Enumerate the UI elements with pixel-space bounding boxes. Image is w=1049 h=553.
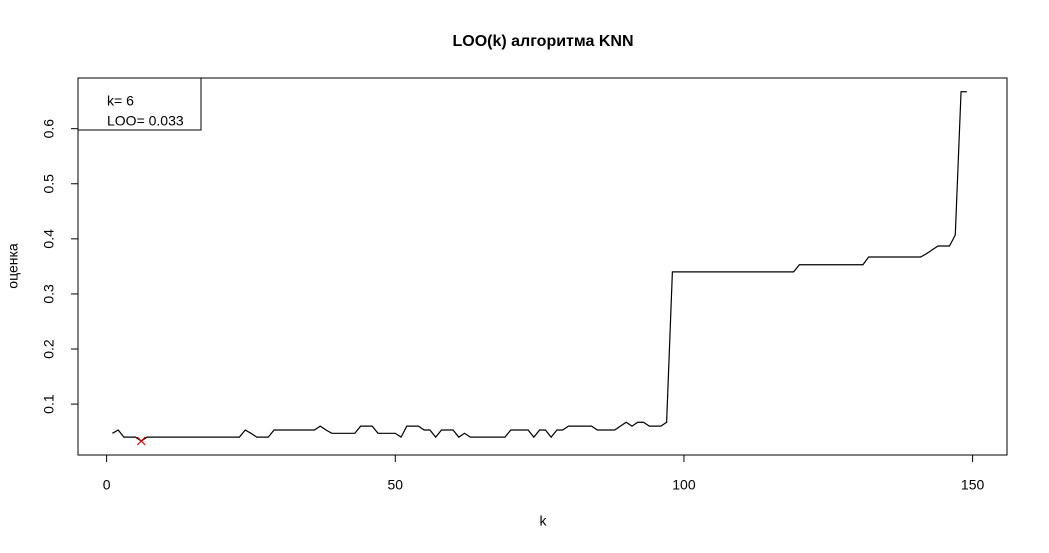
legend-box — [77, 77, 202, 131]
best-marker — [136, 436, 146, 446]
y-tick-label: 0.2 — [41, 339, 57, 359]
legend-text: LOO= 0.033 — [107, 113, 184, 129]
data-line — [112, 91, 967, 442]
x-tick-label: 50 — [387, 477, 403, 493]
y-tick-label: 0.4 — [41, 229, 57, 249]
y-tick-label: 0.5 — [41, 174, 57, 194]
x-axis-label: k — [540, 513, 548, 529]
y-axis-label: оценка — [5, 243, 21, 289]
x-tick-label: 100 — [672, 477, 696, 493]
y-tick-label: 0.6 — [41, 119, 57, 139]
y-tick-label: 0.1 — [41, 394, 57, 414]
plot-box — [77, 77, 1008, 456]
legend-text: k= 6 — [107, 93, 134, 109]
y-tick-label: 0.3 — [41, 284, 57, 304]
x-tick-label: 150 — [961, 477, 985, 493]
chart-title: LOO(k) алгоритма KNN — [452, 33, 633, 50]
x-tick-label: 0 — [103, 477, 111, 493]
